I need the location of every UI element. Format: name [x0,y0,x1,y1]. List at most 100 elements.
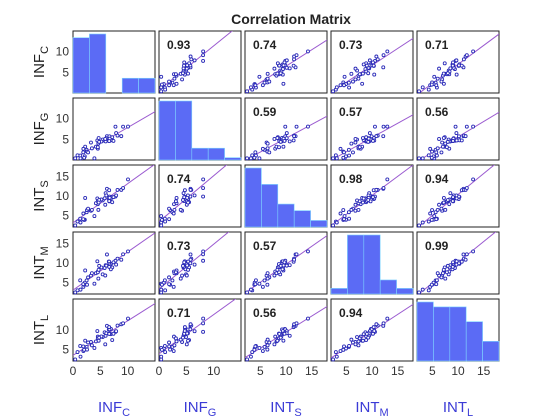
histogram-bar [191,147,209,161]
histogram-bar [121,77,139,94]
scatter-point [159,214,164,219]
scatter-point [92,346,97,350]
histogram-bar [138,77,156,94]
scatter-point [115,133,120,138]
scatter-point [367,131,372,136]
scatter-point [361,62,366,67]
scatter-point [280,267,285,272]
scatter-point [381,124,386,129]
scatter-point [428,146,433,151]
scatter-point [417,223,421,228]
panel-1-0: 510 [56,97,156,161]
scatter-point [273,334,278,339]
scatter-point [159,287,164,292]
scatter-point [440,140,445,145]
scatter-point [182,60,187,65]
panel-4-3: 0.94 5 10 15 [330,298,414,378]
scatter-point [429,82,434,87]
histogram-bar [347,234,365,295]
scatter-point [73,223,78,228]
scatter-point [284,65,289,70]
scatter-point [252,155,257,160]
histogram-bar [175,100,193,161]
scatter-point [253,344,258,349]
panel-1-2: 0.59 [244,97,328,161]
scatter-point [171,284,176,289]
scatter-point [159,89,164,94]
scatter-point [104,193,109,198]
scatter-point [163,288,168,293]
scatter-point [181,191,186,196]
scatter-point [96,200,101,205]
x-tick-label: 10 [451,364,465,378]
fit-line [159,299,237,355]
x-tick-label: 10 [207,364,221,378]
scatter-point [287,263,292,268]
scatter-point [306,249,310,254]
correlation-label: 0.94 [339,306,363,320]
scatter-point [459,138,464,143]
panel-2-0: 5 10 15 [56,164,156,228]
scatter-point [173,270,178,275]
scatter-point [182,260,187,265]
scatter-point [182,63,186,68]
scatter-point [450,264,455,269]
scatter-point [92,156,97,161]
scatter-point [437,66,442,71]
scatter-point [281,81,286,86]
scatter-point [277,63,282,68]
scatter-point [162,344,167,348]
scatter-point [435,76,440,81]
scatter-point [284,136,289,141]
correlation-label: 0.56 [425,105,449,119]
scatter-point [346,80,351,85]
scatter-point [284,131,289,136]
scatter-point [417,89,421,94]
scatter-point [78,287,83,292]
scatter-point [434,282,439,287]
correlation-label: 0.74 [167,172,191,186]
scatter-point [103,202,108,207]
histogram-bar [433,306,451,362]
scatter-point [443,276,448,281]
panel-1-1 [158,97,242,161]
scatter-point [260,83,265,88]
scatter-point [374,322,379,327]
scatter-point [163,219,168,224]
scatter-point [426,288,431,293]
scatter-point [92,214,97,219]
scatter-point [265,276,270,281]
scatter-point [439,79,444,84]
scatter-point [126,124,130,129]
scatter-point [435,146,440,151]
scatter-point [159,282,164,287]
scatter-point [347,216,352,221]
scatter-point [121,124,126,129]
x-tick-label: 10 [121,364,135,378]
scatter-point [287,139,292,144]
scatter-point [448,191,453,196]
scatter-point [159,217,164,222]
scatter-point [249,354,253,359]
panel-0-1: 0.93 [158,30,242,94]
scatter-point [186,267,190,272]
scatter-point [265,347,270,352]
scatter-point [374,134,379,139]
scatter-point [267,340,272,345]
scatter-point [281,338,286,343]
histogram-bar [244,167,262,228]
scatter-point [262,278,267,283]
scatter-point [105,252,109,257]
scatter-point [441,81,446,86]
scatter-point [75,288,80,293]
scatter-point [331,89,335,94]
scatter-point [294,321,299,326]
scatter-point [275,338,280,343]
scatter-point [201,321,206,326]
scatter-point [420,287,425,292]
scatter-point [428,211,433,216]
scatter-point [331,357,335,362]
correlation-label: 0.93 [167,38,191,52]
scatter-point [366,198,371,202]
histogram-bar [330,288,348,295]
